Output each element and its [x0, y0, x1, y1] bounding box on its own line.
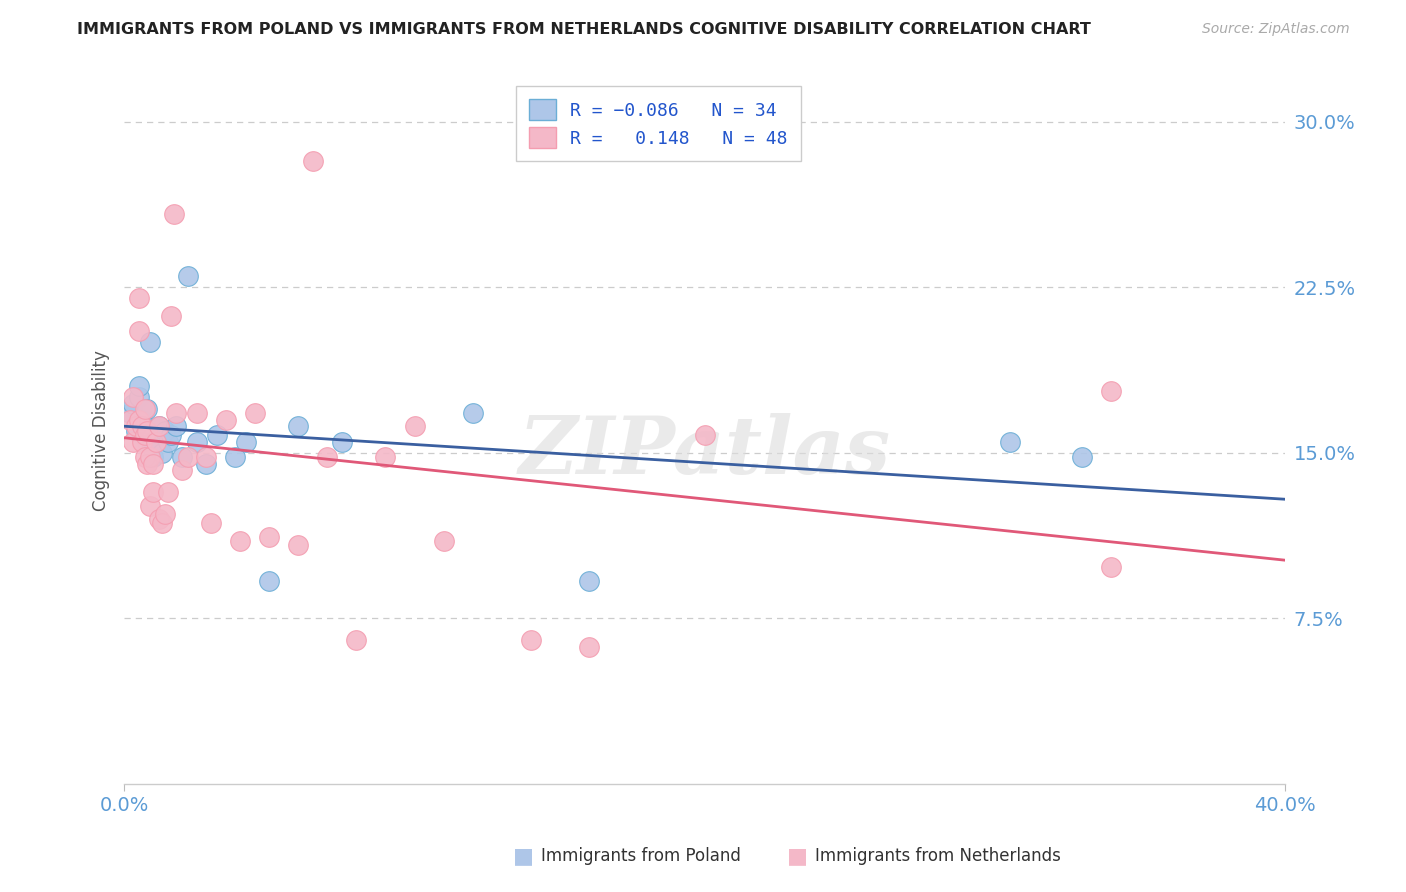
Point [316, 450, 339, 464]
Point [128, 291, 150, 305]
Point [128, 412, 150, 426]
Text: ZIPatlas: ZIPatlas [519, 413, 891, 491]
Point [136, 434, 159, 449]
Point [131, 419, 153, 434]
Point [145, 434, 167, 449]
Point [215, 412, 238, 426]
Point [461, 406, 484, 420]
Point [136, 401, 159, 416]
Point [153, 508, 176, 522]
Point [148, 512, 170, 526]
Point [131, 412, 153, 426]
Point [346, 633, 368, 648]
Point [139, 450, 162, 464]
Point [1071, 450, 1094, 464]
Point [134, 450, 156, 464]
Point [125, 424, 148, 438]
Point [139, 499, 162, 513]
Point [118, 412, 141, 426]
Point [122, 434, 145, 449]
Point [162, 207, 184, 221]
Point [142, 457, 165, 471]
Point [134, 401, 156, 416]
Point [128, 324, 150, 338]
Point [302, 154, 325, 169]
Point [404, 419, 426, 434]
Point [172, 463, 194, 477]
Point [142, 428, 165, 442]
Point [156, 485, 179, 500]
Y-axis label: Cognitive Disability: Cognitive Disability [93, 351, 110, 511]
Point [142, 450, 165, 464]
Point [1099, 384, 1122, 398]
Text: Immigrants from Poland: Immigrants from Poland [541, 847, 741, 865]
Point [134, 428, 156, 442]
Point [186, 434, 208, 449]
Point [122, 391, 145, 405]
Point [1099, 560, 1122, 574]
Text: ■: ■ [787, 847, 808, 866]
Point [186, 406, 208, 420]
Point [287, 419, 309, 434]
Point [374, 450, 396, 464]
Point [177, 269, 200, 284]
Point [693, 428, 716, 442]
Point [125, 419, 148, 434]
Point [148, 419, 170, 434]
Point [128, 391, 150, 405]
Point [229, 533, 252, 548]
Point [136, 424, 159, 438]
Point [259, 530, 281, 544]
Point [166, 419, 188, 434]
Point [142, 485, 165, 500]
Point [148, 419, 170, 434]
Point [166, 406, 188, 420]
Point [194, 457, 217, 471]
Point [243, 406, 266, 420]
Point [136, 457, 159, 471]
Point [224, 450, 246, 464]
Point [156, 434, 179, 449]
Point [578, 640, 600, 654]
Point [128, 379, 150, 393]
Point [205, 428, 228, 442]
Point [287, 538, 309, 552]
Point [150, 445, 173, 459]
Point [578, 574, 600, 588]
Point [172, 450, 194, 464]
Text: Immigrants from Netherlands: Immigrants from Netherlands [815, 847, 1062, 865]
Point [519, 633, 541, 648]
Point [139, 335, 162, 350]
Point [131, 434, 153, 449]
Point [118, 406, 141, 420]
Point [259, 574, 281, 588]
Point [432, 533, 454, 548]
Point [194, 450, 217, 464]
Point [134, 419, 156, 434]
Point [131, 428, 153, 442]
Point [122, 397, 145, 411]
Point [235, 434, 257, 449]
Text: Source: ZipAtlas.com: Source: ZipAtlas.com [1202, 22, 1350, 37]
Legend: R = −0.086   N = 34, R =   0.148   N = 48: R = −0.086 N = 34, R = 0.148 N = 48 [516, 87, 800, 161]
Text: ■: ■ [513, 847, 534, 866]
Point [150, 516, 173, 531]
Point [159, 309, 181, 323]
Text: IMMIGRANTS FROM POLAND VS IMMIGRANTS FROM NETHERLANDS COGNITIVE DISABILITY CORRE: IMMIGRANTS FROM POLAND VS IMMIGRANTS FRO… [77, 22, 1091, 37]
Point [998, 434, 1021, 449]
Point [200, 516, 222, 531]
Point [159, 428, 181, 442]
Point [330, 434, 353, 449]
Point [177, 450, 200, 464]
Point [153, 424, 176, 438]
Point [145, 434, 167, 449]
